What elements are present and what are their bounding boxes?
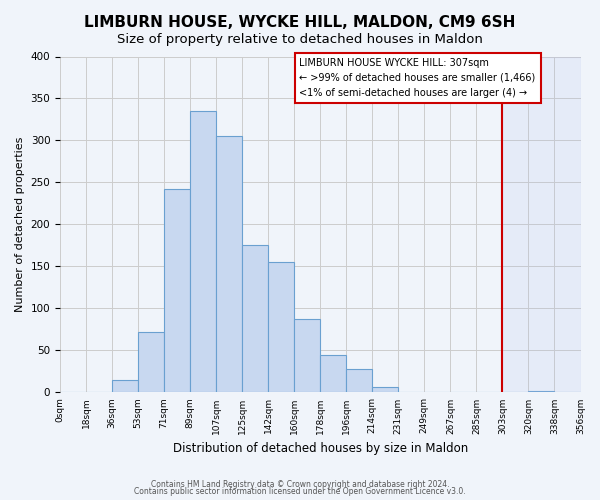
X-axis label: Distribution of detached houses by size in Maldon: Distribution of detached houses by size …	[173, 442, 468, 455]
Text: LIMBURN HOUSE WYCKE HILL: 307sqm
← >99% of detached houses are smaller (1,466)
<: LIMBURN HOUSE WYCKE HILL: 307sqm ← >99% …	[299, 58, 536, 98]
Bar	[164, 189, 190, 392]
Bar	[138, 332, 164, 392]
Bar	[502, 56, 581, 392]
Text: Contains public sector information licensed under the Open Government Licence v3: Contains public sector information licen…	[134, 488, 466, 496]
Text: LIMBURN HOUSE, WYCKE HILL, MALDON, CM9 6SH: LIMBURN HOUSE, WYCKE HILL, MALDON, CM9 6…	[85, 15, 515, 30]
Bar	[268, 262, 294, 392]
Y-axis label: Number of detached properties: Number of detached properties	[15, 137, 25, 312]
Bar	[373, 386, 398, 392]
Text: Size of property relative to detached houses in Maldon: Size of property relative to detached ho…	[117, 32, 483, 46]
Bar	[529, 391, 554, 392]
Bar	[216, 136, 242, 392]
Bar	[346, 369, 373, 392]
Bar	[190, 111, 216, 392]
Bar	[242, 246, 268, 392]
Bar	[112, 380, 138, 392]
Bar	[294, 320, 320, 392]
Text: Contains HM Land Registry data © Crown copyright and database right 2024.: Contains HM Land Registry data © Crown c…	[151, 480, 449, 489]
Bar	[320, 354, 346, 393]
